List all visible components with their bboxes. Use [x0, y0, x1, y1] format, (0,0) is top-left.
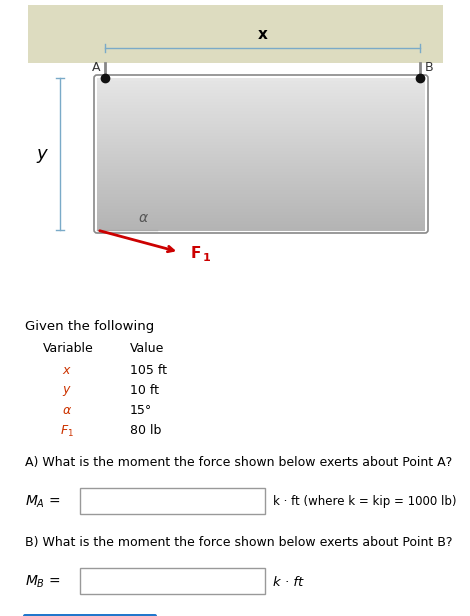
Bar — [97, 111, 425, 115]
Bar — [97, 157, 425, 161]
Bar — [97, 127, 425, 130]
Bar — [97, 121, 425, 124]
Bar — [97, 132, 425, 136]
Bar — [97, 118, 425, 121]
Text: x: x — [258, 27, 267, 42]
Bar — [97, 105, 425, 109]
Bar — [97, 163, 425, 167]
Bar — [97, 224, 425, 227]
Bar — [97, 160, 425, 164]
Text: Variable: Variable — [43, 342, 94, 355]
Text: $\alpha$: $\alpha$ — [62, 404, 72, 417]
Text: F: F — [191, 246, 202, 262]
Text: B) What is the moment the force shown below exerts about Point B?: B) What is the moment the force shown be… — [25, 536, 453, 549]
Text: $x$: $x$ — [62, 364, 72, 377]
Bar — [97, 193, 425, 197]
Text: 1: 1 — [203, 253, 211, 263]
Text: B: B — [425, 61, 434, 74]
Text: 10 ft: 10 ft — [130, 384, 159, 397]
Bar — [97, 212, 425, 216]
Bar — [97, 206, 425, 209]
Text: $M_B$ =: $M_B$ = — [25, 573, 61, 590]
Bar — [97, 108, 425, 112]
Bar — [97, 187, 425, 191]
Bar — [97, 151, 425, 155]
Bar — [97, 178, 425, 182]
Bar — [97, 93, 425, 97]
Text: 80 lb: 80 lb — [130, 424, 161, 437]
Bar — [97, 115, 425, 118]
Bar — [97, 102, 425, 106]
Bar — [97, 139, 425, 142]
Bar — [97, 221, 425, 224]
Bar — [97, 142, 425, 145]
Bar — [97, 227, 425, 230]
Bar — [97, 136, 425, 139]
Text: k · ft: k · ft — [273, 575, 303, 588]
Bar — [80, 488, 265, 514]
Text: Given the following: Given the following — [25, 320, 154, 333]
Bar — [97, 145, 425, 148]
Text: k · ft (where k = kip = 1000 lb): k · ft (where k = kip = 1000 lb) — [273, 495, 456, 508]
Bar — [97, 218, 425, 221]
Bar — [97, 78, 425, 81]
Bar — [97, 124, 425, 127]
Bar — [97, 176, 425, 179]
Bar — [97, 130, 425, 133]
Bar — [97, 181, 425, 185]
Text: Value: Value — [130, 342, 164, 355]
Text: A) What is the moment the force shown below exerts about Point A?: A) What is the moment the force shown be… — [25, 456, 452, 469]
Bar — [97, 96, 425, 100]
Bar — [97, 154, 425, 158]
Bar — [28, 5, 443, 63]
Text: $y$: $y$ — [62, 384, 72, 398]
Bar — [97, 166, 425, 169]
Bar — [97, 203, 425, 206]
Text: 15°: 15° — [130, 404, 152, 417]
Text: y: y — [37, 145, 47, 163]
Bar — [97, 172, 425, 176]
Bar — [97, 215, 425, 218]
Bar — [97, 209, 425, 213]
Text: α: α — [139, 211, 148, 225]
Bar — [97, 99, 425, 103]
Text: 105 ft: 105 ft — [130, 364, 167, 377]
Bar — [97, 184, 425, 188]
Text: A: A — [92, 61, 100, 74]
Text: $M_A$ =: $M_A$ = — [25, 494, 61, 510]
Bar — [97, 169, 425, 172]
Bar — [97, 200, 425, 203]
Bar — [80, 568, 265, 594]
Bar — [97, 197, 425, 200]
Bar — [97, 87, 425, 91]
Bar — [97, 81, 425, 84]
Text: $F_1$: $F_1$ — [60, 424, 74, 439]
Bar — [97, 84, 425, 87]
Bar — [97, 148, 425, 152]
FancyBboxPatch shape — [23, 614, 157, 616]
Bar — [97, 90, 425, 94]
Bar — [97, 190, 425, 194]
